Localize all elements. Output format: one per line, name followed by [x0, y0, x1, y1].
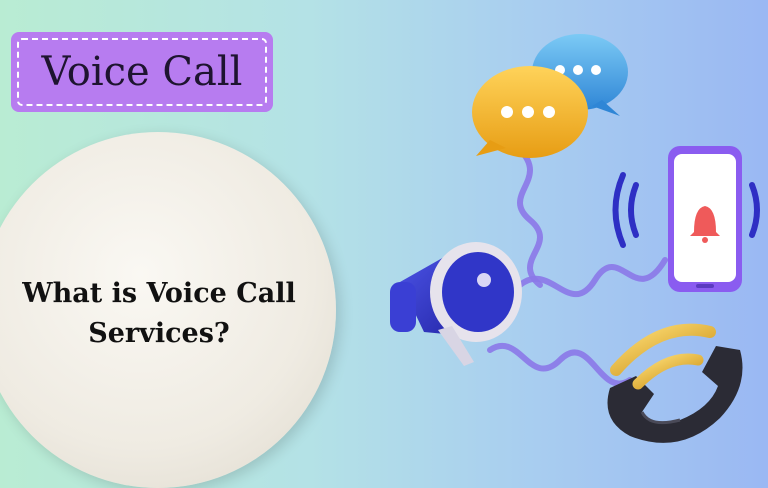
headline-line-1: What is Voice Call	[22, 278, 296, 309]
badge-label: Voice Call	[41, 49, 243, 95]
headline-line-2: Services?	[88, 318, 230, 349]
voice-call-badge: Voice Call	[11, 32, 273, 112]
megaphone-icon	[390, 242, 522, 366]
telephone-handset-icon	[607, 323, 743, 443]
headline-circle	[0, 132, 336, 488]
smartphone-icon	[668, 146, 742, 292]
sound-wave-icon	[612, 172, 760, 248]
voice-call-illustration	[390, 34, 760, 443]
chat-bubble-icon	[472, 66, 588, 158]
bell-icon	[690, 206, 720, 243]
page-headline: What is Voice Call Services?	[0, 274, 318, 354]
